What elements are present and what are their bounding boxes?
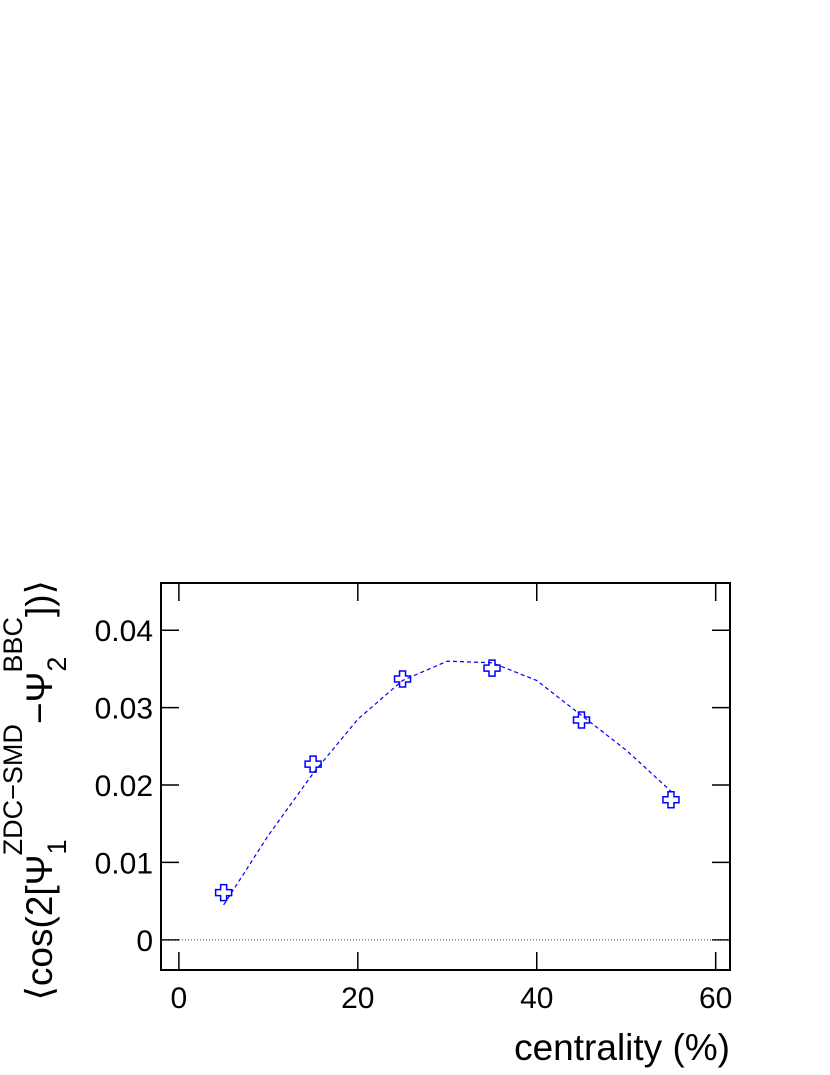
data-marker	[483, 659, 501, 677]
y-tick-label: 0	[136, 925, 153, 958]
y-label-part: −Ψ	[19, 672, 60, 725]
x-tick-label: 60	[699, 982, 732, 1015]
y-tick-label: 0.02	[95, 770, 153, 803]
fit-curve	[223, 660, 672, 906]
x-axis-label: centrality (%)	[514, 1027, 730, 1068]
data-marker	[662, 790, 680, 809]
y-label-part: 2	[42, 657, 72, 672]
x-tick-label: 0	[171, 982, 188, 1015]
data-marker	[393, 670, 412, 688]
data-marker	[572, 711, 591, 729]
y-axis-label: ⟨cos(2[Ψ1 ZDC−SMD−Ψ2 BBC])⟩	[0, 580, 72, 1001]
data-marker	[214, 883, 233, 902]
data-marker	[304, 755, 322, 773]
y-label-part: ⟨cos(2[Ψ	[19, 854, 60, 1000]
y-label-part: ])⟩	[19, 580, 60, 617]
x-tick-label: 20	[341, 982, 374, 1015]
y-tick-label: 0.04	[95, 615, 153, 648]
y-label-part: ZDC−SMD	[0, 724, 28, 855]
plot-frame	[160, 582, 731, 971]
y-label-part: 1	[42, 839, 72, 854]
y-tick-label: 0.03	[95, 693, 153, 726]
x-tick-label: 40	[520, 982, 553, 1015]
y-tick-label: 0.01	[95, 847, 153, 880]
y-label-part: BBC	[0, 617, 28, 673]
